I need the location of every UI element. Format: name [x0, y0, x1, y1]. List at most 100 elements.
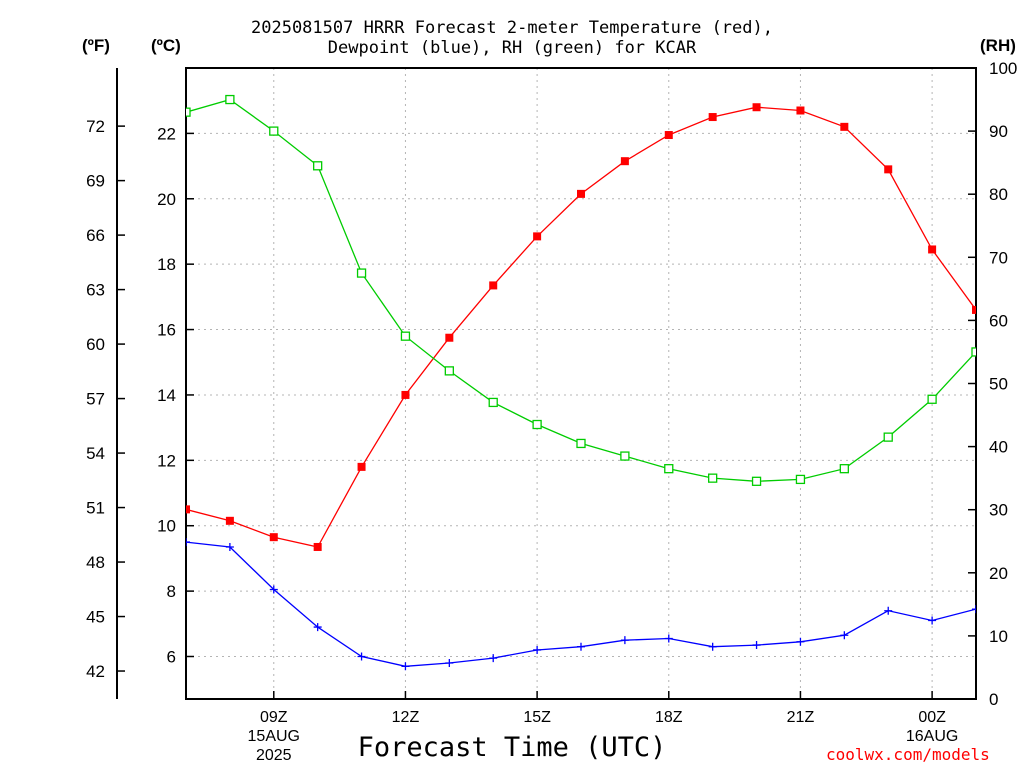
green-series-point: [444, 366, 454, 376]
green-series-point: [751, 476, 762, 486]
celsius-tick-label: 20: [157, 190, 176, 209]
green-series-point: [795, 474, 806, 485]
blue-series-point: [928, 616, 937, 625]
red-series-point: [357, 462, 366, 471]
red-series-point: [401, 390, 410, 399]
green-series-point: [269, 126, 279, 136]
red-series-point: [796, 106, 805, 115]
green-series-point: [186, 107, 191, 117]
green-series-point: [400, 331, 411, 341]
blue-series-point: [664, 634, 673, 643]
celsius-unit-label: (ºC): [151, 36, 181, 55]
blue-series-point: [620, 636, 629, 645]
rh-tick-label: 50: [989, 375, 1008, 394]
red-series-point: [664, 131, 673, 140]
celsius-tick-label: 18: [157, 255, 176, 274]
blue-series-point: [533, 645, 542, 654]
celsius-tick-label: 14: [157, 386, 176, 405]
x-tick-label: 18Z: [655, 709, 683, 726]
blue-series-point: [313, 623, 322, 632]
blue-series-point: [269, 585, 278, 594]
fahrenheit-tick-label: 72: [86, 117, 105, 136]
rh-tick-label: 60: [989, 311, 1008, 330]
green-series-point: [620, 451, 630, 461]
celsius-tick-label: 12: [157, 451, 176, 470]
green-series-point: [576, 438, 586, 449]
x-tick-label: 15AUG: [248, 728, 300, 745]
green-series-point: [225, 94, 235, 105]
red-series-point: [186, 505, 190, 514]
blue-series-point: [708, 642, 717, 651]
celsius-tick-label: 8: [167, 582, 176, 601]
red-series-point: [884, 165, 893, 174]
rh-tick-label: 90: [989, 122, 1008, 141]
rh-tick-label: 0: [989, 690, 998, 709]
green-series-point: [883, 432, 893, 442]
red-series-point: [928, 245, 937, 254]
celsius-tick-label: 16: [157, 321, 176, 340]
fahrenheit-tick-label: 45: [86, 608, 105, 627]
fahrenheit-tick-label: 63: [86, 281, 105, 300]
green-series-point: [313, 161, 323, 171]
blue-series-point: [972, 605, 976, 614]
celsius-tick-label: 10: [157, 517, 176, 536]
celsius-tick-label: 6: [167, 647, 176, 666]
celsius-tick-label: 22: [157, 124, 176, 143]
x-tick-label: 21Z: [787, 709, 815, 726]
x-tick-label: 12Z: [392, 709, 420, 726]
red-series-point: [840, 122, 849, 131]
rh-tick-label: 30: [989, 501, 1008, 520]
rh-tick-label: 70: [989, 248, 1008, 267]
fahrenheit-tick-label: 54: [86, 444, 105, 463]
red-series-point: [620, 157, 629, 166]
blue-series-point: [357, 652, 366, 661]
blue-series-point: [752, 641, 761, 650]
blue-series-point: [401, 662, 410, 671]
fahrenheit-tick-label: 66: [86, 226, 105, 245]
plot-frame: [185, 67, 977, 700]
red-series-point: [313, 542, 322, 551]
rh-tick-label: 100: [989, 59, 1017, 78]
x-tick-label: 2025: [256, 747, 292, 764]
chart-title-line1: 2025081507 HRRR Forecast 2-meter Tempera…: [251, 18, 773, 38]
rh-tick-label: 10: [989, 627, 1008, 646]
green-series-point: [971, 347, 976, 357]
credit-link[interactable]: coolwx.com/models: [826, 745, 990, 764]
fahrenheit-tick-label: 51: [86, 499, 105, 518]
red-series-point: [972, 305, 976, 314]
x-tick-label: 00Z: [918, 709, 946, 726]
green-series-point: [708, 473, 718, 483]
rh-unit-label: (RH): [980, 36, 1016, 55]
fahrenheit-tick-label: 60: [86, 335, 105, 354]
x-tick-label: 09Z: [260, 709, 288, 726]
green-series-line: [186, 98, 976, 482]
blue-series-point: [884, 606, 893, 615]
x-axis-title: Forecast Time (UTC): [357, 732, 667, 763]
red-series-point: [445, 333, 454, 342]
rh-tick-label: 20: [989, 564, 1008, 583]
chart-title-line2: Dewpoint (blue), RH (green) for KCAR: [327, 38, 697, 58]
fahrenheit-tick-label: 42: [86, 662, 105, 681]
fahrenheit-tick-label: 57: [86, 390, 105, 409]
blue-series-point: [796, 637, 805, 646]
rh-tick-label: 40: [989, 438, 1008, 457]
red-series-point: [225, 516, 234, 525]
rh-tick-label: 80: [989, 185, 1008, 204]
blue-series-point: [225, 542, 234, 551]
fahrenheit-tick-label: 69: [86, 172, 105, 191]
red-series-point: [708, 113, 717, 122]
green-series-point: [839, 464, 849, 474]
green-series-point: [927, 394, 937, 404]
green-series-point: [488, 397, 498, 408]
x-tick-label: 16AUG: [906, 728, 958, 745]
blue-series-point: [186, 538, 190, 547]
blue-series-point: [577, 642, 585, 651]
series-group: [186, 94, 976, 671]
red-series-point: [752, 103, 761, 112]
fahrenheit-tick-label: 48: [86, 553, 105, 572]
green-series-point: [664, 464, 674, 474]
green-series-point: [532, 419, 542, 430]
blue-series-point: [489, 654, 498, 663]
blue-series-point: [445, 659, 454, 668]
green-series-point: [356, 268, 367, 278]
